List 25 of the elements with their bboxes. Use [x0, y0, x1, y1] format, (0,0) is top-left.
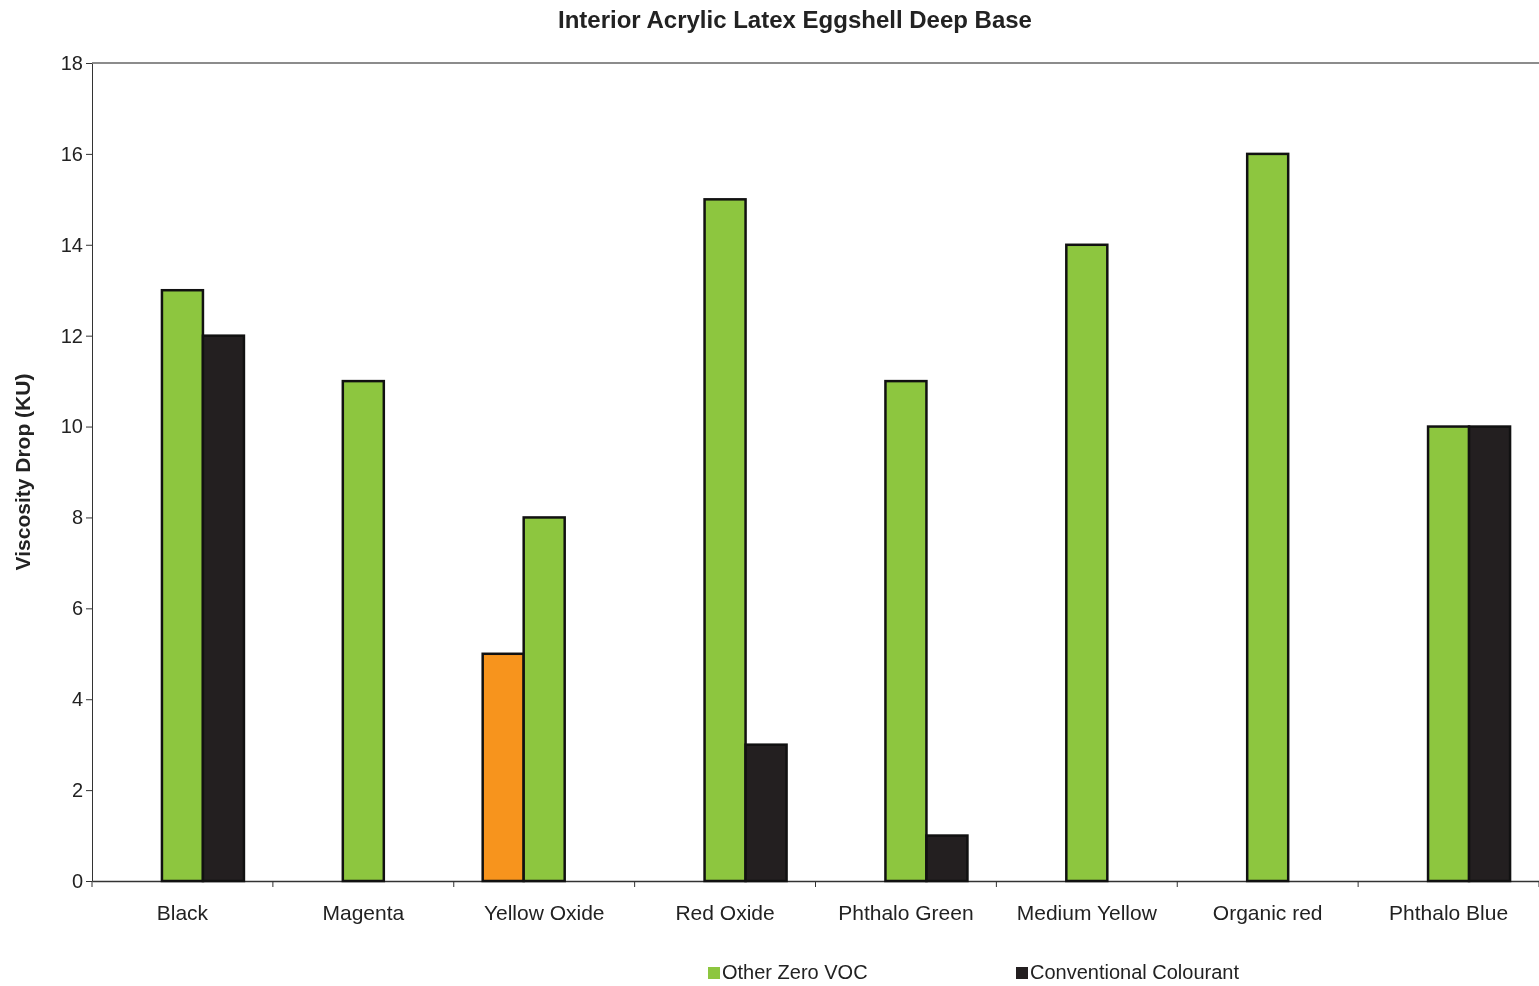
y-tick-label: 0	[71, 869, 83, 892]
y-axis-title: Viscosity Drop (KU)	[11, 373, 34, 571]
x-tick-label: Black	[156, 900, 209, 924]
legend-label: Conventional Colourant	[1030, 961, 1240, 983]
y-tick-label: 14	[60, 233, 83, 256]
chart-title: Interior Acrylic Latex Eggshell Deep Base	[558, 6, 1032, 33]
x-tick-label: Red Oxide	[675, 900, 775, 924]
bar	[341, 379, 386, 883]
bar	[1065, 243, 1109, 883]
x-tick-label: Phthalo Green	[838, 900, 974, 924]
y-tick-label: 4	[71, 688, 83, 711]
x-tick-label: Phthalo Blue	[1389, 900, 1509, 924]
bar	[1245, 152, 1290, 883]
y-tick-label: 10	[60, 415, 83, 438]
x-tick-label: Magenta	[322, 900, 405, 924]
y-tick-label: 6	[71, 597, 83, 620]
y-tick-label: 8	[71, 506, 83, 529]
x-tick-label: Medium Yellow	[1016, 900, 1158, 924]
y-tick-label: 16	[60, 142, 83, 165]
y-tick-label: 12	[60, 324, 83, 347]
legend-label: Other Zero VOC	[722, 961, 868, 983]
x-tick-label: Organic red	[1212, 900, 1323, 924]
x-tick-label: Yellow Oxide	[483, 900, 605, 924]
y-tick-label: 2	[71, 779, 83, 802]
y-tick-label: 18	[60, 51, 83, 74]
